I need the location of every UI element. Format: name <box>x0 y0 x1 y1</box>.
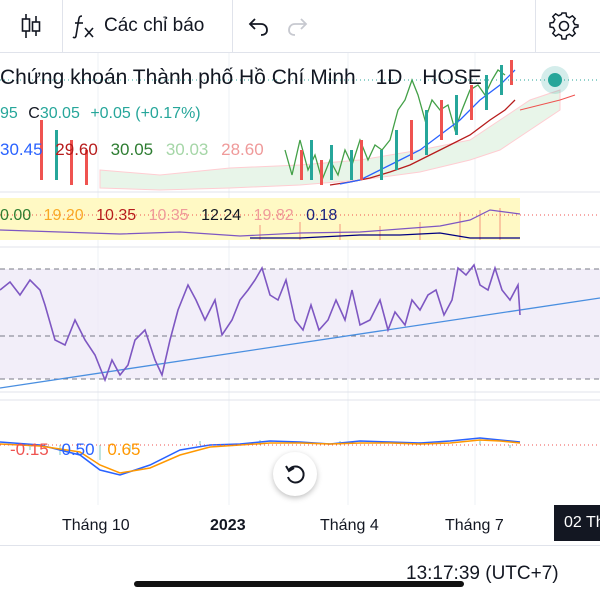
exchange-label: HOSE <box>422 66 482 89</box>
last-price-dot <box>548 73 562 87</box>
time-axis[interactable]: Tháng 10 2023 Tháng 4 Tháng 7 <box>0 505 600 545</box>
panel2-value: 0.00 <box>0 207 32 224</box>
fx-icon <box>72 15 94 39</box>
ichimoku-value: 30.05 <box>110 140 154 159</box>
panel2-value: 0.18 <box>306 207 338 224</box>
toolbar-divider <box>62 0 63 52</box>
chart-type-button[interactable] <box>0 0 62 52</box>
gear-icon <box>549 12 579 40</box>
macd-value: 0.65 <box>107 440 141 459</box>
indicator-pane-2 <box>0 191 600 248</box>
panel2-value: 19.82 <box>253 207 294 224</box>
settings-button[interactable] <box>540 0 588 52</box>
open-value-fragment: 95 <box>0 105 18 122</box>
redo-button[interactable] <box>280 0 316 52</box>
candles-icon <box>21 14 41 38</box>
chart-title-legend[interactable]: Chứng khoán Thành phố Hồ Chí Minh 1D HOS… <box>0 66 496 90</box>
interval-label: 1D <box>375 66 403 89</box>
close-value: 30.05 <box>39 105 80 122</box>
indicators-label: Các chỉ báo <box>104 15 205 36</box>
ichimoku-legend: 30.45 29.60 30.05 30.03 28.60 <box>0 140 264 160</box>
base-line <box>329 99 516 186</box>
chart-toolbar: Các chỉ báo <box>0 0 600 53</box>
symbol-name: Chứng khoán Thành phố Hồ Chí Minh <box>0 66 356 89</box>
rsi-trendline <box>0 297 600 389</box>
panel2-value: 10.35 <box>148 207 189 224</box>
panel2-value: 12.24 <box>201 207 242 224</box>
undo-button[interactable] <box>240 0 276 52</box>
reset-icon <box>285 465 305 484</box>
change-percent: (+0.17%) <box>135 105 201 122</box>
ichimoku-value: 28.60 <box>221 140 264 159</box>
ichimoku-value: 29.60 <box>55 140 98 159</box>
indicators-button[interactable]: Các chỉ báo <box>70 0 230 52</box>
close-label: C <box>28 105 40 122</box>
macd-value: 0.50 <box>61 440 95 459</box>
macd-pane <box>0 399 600 476</box>
time-label: 2023 <box>210 517 246 534</box>
rsi-line <box>0 263 521 383</box>
conversion-line <box>339 69 516 185</box>
lead-span-line <box>519 94 576 111</box>
ichimoku-value: 30.45 <box>0 140 43 159</box>
signal-line <box>0 439 521 474</box>
macd-legend: -0.15 0.50 0.65 <box>10 440 140 460</box>
price-candles <box>40 60 513 185</box>
redo-icon <box>288 18 308 36</box>
macd-value: -0.15 <box>10 440 49 459</box>
time-label: Tháng 10 <box>62 517 130 534</box>
status-divider <box>0 545 600 546</box>
change-value: +0.05 <box>90 105 131 122</box>
toolbar-divider <box>232 0 233 52</box>
toolbar-divider <box>535 0 536 52</box>
time-label: Tháng 4 <box>320 517 379 534</box>
undo-icon <box>248 18 268 36</box>
macd-line <box>0 437 521 476</box>
panel2-legend: 0.00 19.20 10.35 10.35 12.24 19.82 0.18 <box>0 207 337 225</box>
home-indicator[interactable] <box>134 581 464 587</box>
panel2-value: 10.35 <box>96 207 137 224</box>
current-date-chip: 02 Th <box>554 505 600 541</box>
price-pane <box>0 60 600 191</box>
reset-chart-button[interactable] <box>273 452 317 496</box>
clock-label[interactable]: 13:17:39 (UTC+7) <box>406 563 559 584</box>
panel2-value: 19.20 <box>43 207 84 224</box>
ichimoku-value: 30.03 <box>165 140 209 159</box>
rsi-pane <box>0 263 600 393</box>
time-label: Tháng 7 <box>445 517 504 534</box>
chart-canvas[interactable] <box>0 0 600 505</box>
ohlc-legend: 95 C30.05 +0.05 (+0.17%) <box>0 105 201 123</box>
